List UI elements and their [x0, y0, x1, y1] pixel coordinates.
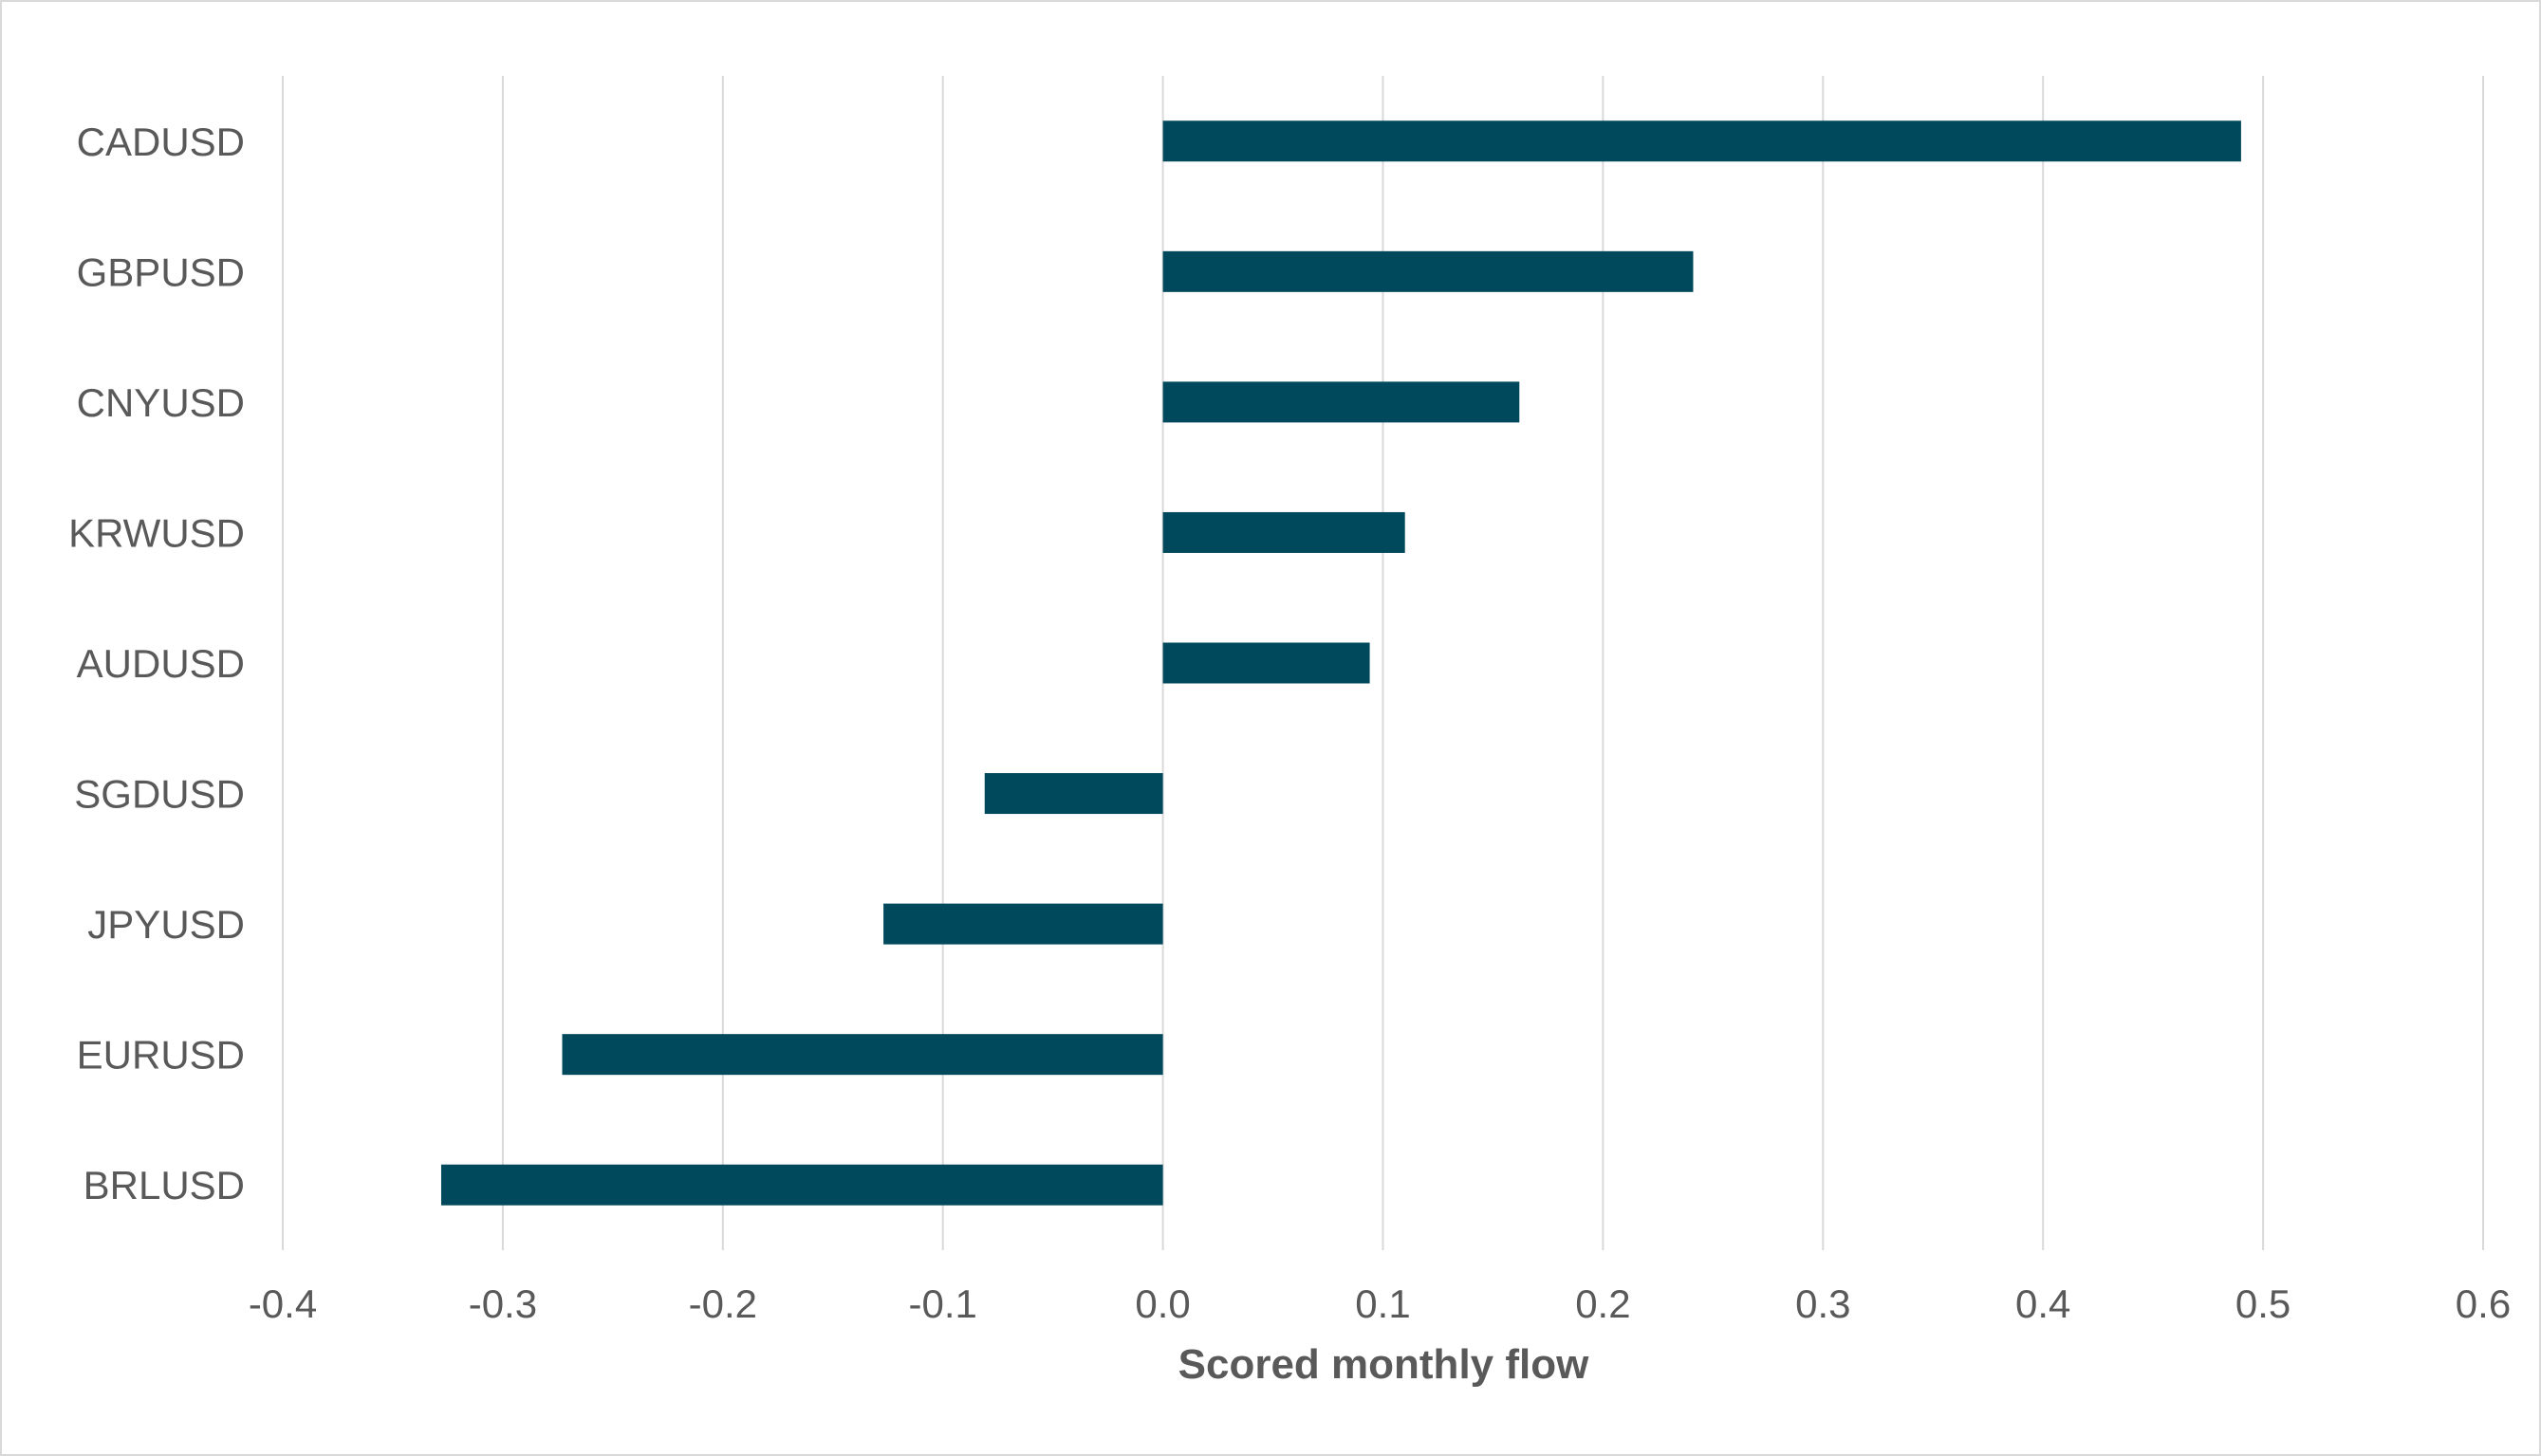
category-label-cnyusd: CNYUSD: [77, 380, 245, 425]
x-tick-label: 0.5: [2235, 1281, 2291, 1326]
grid-layer: [282, 76, 2484, 1250]
bar-krwusd: [1162, 511, 1405, 553]
bar-sgdusd: [984, 773, 1163, 815]
x-tick-label: -0.4: [249, 1281, 317, 1326]
x-tick-label: 0.2: [1575, 1281, 1630, 1326]
category-label-cadusd: CADUSD: [77, 120, 245, 164]
x-tick-label: -0.2: [689, 1281, 757, 1326]
bar-cnyusd: [1162, 381, 1520, 423]
category-labels: CADUSD GBPUSD CNYUSD KRWUSD AUDUSD SGDUSD JPYU…: [68, 120, 245, 1207]
bar-eurusd: [562, 1034, 1163, 1076]
x-tick-label: 0.0: [1135, 1281, 1190, 1326]
category-label-gbpusd: GBPUSD: [77, 249, 245, 294]
category-label-krwusd: KRWUSD: [68, 510, 245, 555]
x-tick-label: -0.1: [909, 1281, 977, 1326]
x-tick-label: 0.1: [1355, 1281, 1410, 1326]
category-label-sgdusd: SGDUSD: [74, 772, 245, 817]
bar-gbpusd: [1162, 250, 1694, 292]
x-tick-label: 0.3: [1795, 1281, 1850, 1326]
bar-jpyusd: [883, 903, 1163, 945]
bar-brlusd: [440, 1164, 1163, 1206]
x-tick-label: 0.4: [2015, 1281, 2070, 1326]
x-tick-label: -0.3: [469, 1281, 537, 1326]
bar-layer: [440, 120, 2241, 1206]
x-axis-title: Scored monthly flow: [1178, 1341, 1589, 1388]
category-label-brlusd: BRLUSD: [83, 1163, 245, 1207]
x-tick-label: 0.6: [2456, 1281, 2511, 1326]
bar-audusd: [1162, 642, 1370, 684]
category-label-jpyusd: JPYUSD: [87, 902, 245, 947]
category-label-eurusd: EURUSD: [77, 1033, 245, 1078]
x-tick-labels: -0.4 -0.3 -0.2 -0.1 0.0 0.1 0.2 0.3 0.4 0.5 0.6: [249, 1281, 2511, 1326]
category-label-audusd: AUDUSD: [77, 641, 245, 686]
bar-cadusd: [1162, 120, 2241, 162]
